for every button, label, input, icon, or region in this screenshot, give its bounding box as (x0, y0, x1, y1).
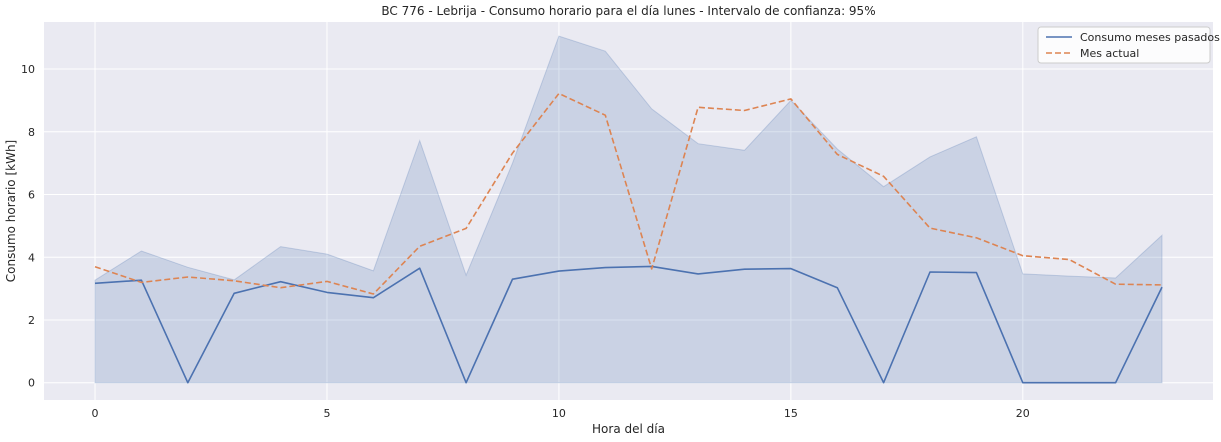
legend-box (1037, 26, 1211, 64)
x-tick-label: 15 (784, 407, 798, 420)
y-tick-label: 0 (28, 377, 35, 390)
x-axis-label: Hora del día (592, 422, 665, 436)
x-tick-label: 0 (92, 407, 99, 420)
x-tick-label: 20 (1016, 407, 1030, 420)
x-tick-label: 10 (552, 407, 566, 420)
y-tick-label: 8 (28, 126, 35, 139)
y-axis-label: Consumo horario [kWh] (4, 140, 18, 282)
y-tick-labels: 0 2 4 6 8 10 (21, 63, 35, 390)
series-line-1 (94, 92, 1163, 295)
grid (44, 22, 1213, 400)
chart-title: BC 776 - Lebrija - Consumo horario para … (381, 4, 875, 18)
legend-label-mes-actual: Mes actual (1080, 47, 1139, 60)
x-tick-labels: 0 5 10 15 20 (92, 407, 1030, 420)
y-tick-label: 6 (28, 189, 35, 202)
legend: Consumo meses pasados Mes actual (1037, 26, 1220, 64)
y-tick-label: 2 (28, 314, 35, 327)
y-tick-label: 4 (28, 251, 35, 264)
x-tick-label: 5 (323, 407, 330, 420)
legend-label-consumo-meses-pasados: Consumo meses pasados (1080, 31, 1220, 44)
y-tick-label: 10 (21, 63, 35, 76)
plot-background (44, 22, 1213, 400)
series-line-0 (94, 265, 1163, 384)
series-lines (94, 92, 1163, 384)
